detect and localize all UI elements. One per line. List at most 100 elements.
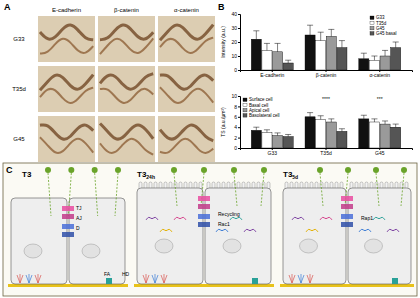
nucleus [365, 239, 383, 253]
error-bar [328, 29, 334, 36]
tick-mark [238, 56, 240, 57]
stained-tissue [160, 38, 213, 53]
error-bar [371, 56, 377, 60]
micrograph-background [158, 16, 215, 62]
hormone-path [234, 173, 237, 206]
error-bar [307, 113, 313, 117]
stage: T324hRecyclingRac1 [134, 167, 274, 287]
hormone [45, 167, 51, 173]
tick: 0 [234, 67, 240, 73]
cell [69, 198, 125, 284]
tick-mark [238, 127, 240, 128]
tick-label: 0 [234, 67, 237, 73]
structure-label: AJ [76, 215, 82, 221]
hormone-path [48, 173, 51, 216]
axis-line [238, 15, 241, 71]
x-axis: E-cadherinβ-cateninα-catenin [241, 70, 413, 78]
error-bar [275, 133, 281, 136]
tick-label: 30 [231, 25, 237, 31]
focal-adhesion [143, 274, 149, 283]
error-bar [318, 116, 324, 120]
focal-adhesion [152, 274, 158, 283]
legend-swatch [370, 21, 374, 25]
protein [387, 229, 399, 232]
focal-adhesion [289, 274, 295, 283]
tick-mark [238, 28, 240, 29]
focal-adhesion [26, 274, 32, 283]
error-bar [275, 43, 281, 51]
tick-mark [238, 117, 240, 118]
hormone [231, 167, 237, 173]
nucleus [300, 239, 318, 253]
legend-swatch [243, 114, 247, 118]
error-bar [307, 25, 313, 35]
error-bar [339, 41, 345, 48]
bar [380, 124, 390, 148]
legend: G33T35dG45G45 basal [370, 15, 397, 36]
structure-label: Rap1 [361, 215, 373, 221]
tick-label: β-catenin [316, 72, 337, 78]
hormone-path [174, 173, 177, 206]
tick-label: 40 [231, 11, 237, 17]
structure-label: Rac1 [218, 221, 230, 227]
error-bar [264, 43, 270, 50]
bar [273, 52, 283, 70]
annotation: **** [322, 96, 330, 102]
bar [337, 131, 347, 148]
micrograph-background [158, 66, 215, 112]
tick-mark [238, 138, 240, 139]
stage-title: T35d [283, 170, 298, 180]
junction [198, 196, 210, 201]
column-header: α-catenin [174, 7, 199, 13]
bar [262, 132, 272, 148]
tick-label: G33 [268, 150, 278, 156]
bar [316, 41, 326, 70]
error-bar [393, 124, 399, 127]
stage-title: T3 [22, 170, 32, 179]
bar [251, 130, 261, 148]
micrograph [38, 116, 95, 162]
panel-c: CT3TJAJDFAHDT324hRecyclingRac1T35dRap1 [3, 163, 417, 296]
bar [283, 137, 293, 148]
tick: 0 [234, 145, 240, 151]
bar-chart: 0246810G33T35dG45TS (a.u./μm²)Surface ce… [220, 93, 413, 155]
legend-label: Basolateral cell [249, 113, 280, 118]
focal-adhesion [298, 274, 304, 283]
junction [62, 224, 74, 229]
stained-tissue [160, 75, 213, 89]
cell [137, 188, 203, 284]
error-bar [285, 60, 291, 63]
junction [341, 214, 353, 219]
hormone [68, 167, 74, 173]
focal-adhesion [17, 274, 23, 283]
bar [359, 59, 369, 70]
error-bar [371, 119, 377, 122]
hormone-path [261, 173, 264, 206]
column-header: β-catenin [114, 7, 139, 13]
structure-label: FA [104, 271, 111, 277]
legend-label: G45 basal [376, 31, 397, 36]
cell [11, 198, 67, 284]
bar [359, 119, 369, 148]
junction [198, 214, 210, 219]
bar [369, 122, 379, 148]
error-bar [339, 129, 345, 132]
tick: 10 [231, 53, 240, 59]
protein [216, 229, 228, 232]
legend-swatch [243, 108, 247, 112]
row-label: T35d [12, 86, 26, 92]
bar [316, 119, 326, 148]
junction [62, 206, 74, 211]
stained-tissue [160, 25, 213, 41]
tick-label: 10 [231, 93, 237, 99]
stained-tissue [40, 75, 93, 91]
bar [283, 63, 293, 70]
basement-membrane [280, 284, 414, 287]
panel-label: B [218, 2, 225, 12]
protein [373, 217, 385, 220]
axis-line [238, 97, 241, 149]
error-bar [253, 127, 259, 130]
hemidesmosome [106, 278, 112, 284]
tick-label: 0 [234, 145, 237, 151]
micrograph-background [38, 66, 95, 112]
